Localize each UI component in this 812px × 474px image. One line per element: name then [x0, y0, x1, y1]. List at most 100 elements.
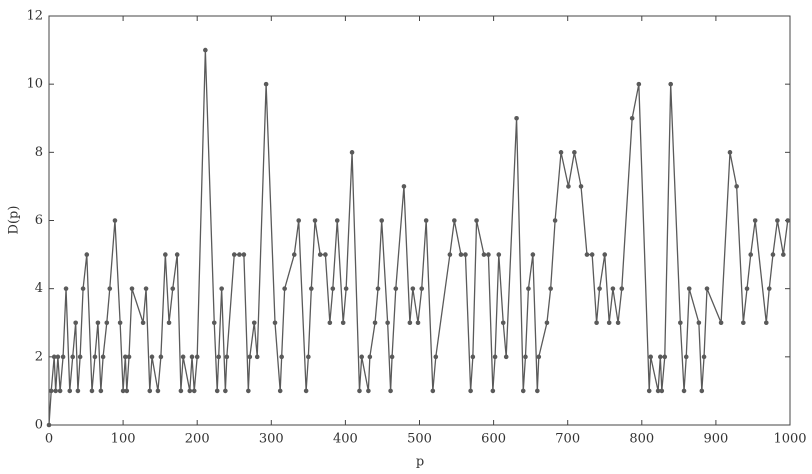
point [104, 320, 110, 326]
point [55, 354, 61, 360]
point [500, 320, 506, 326]
point [107, 286, 113, 291]
point [251, 320, 257, 326]
point [452, 218, 457, 223]
point [77, 354, 83, 360]
point [463, 252, 468, 257]
point [323, 252, 328, 257]
line [48, 50, 789, 426]
point [174, 252, 180, 257]
point [126, 354, 132, 360]
point [303, 388, 309, 394]
point [486, 252, 491, 257]
y-tick-label: 10 [26, 77, 43, 92]
point [401, 184, 407, 189]
point [748, 252, 754, 257]
point [334, 218, 340, 223]
point [470, 354, 476, 360]
point [752, 218, 758, 223]
point [766, 286, 772, 291]
point [655, 388, 661, 394]
point [385, 320, 390, 326]
point [727, 150, 733, 155]
point [223, 388, 228, 394]
point [194, 354, 200, 360]
point [474, 218, 479, 223]
x-tick-label: 200 [185, 432, 210, 447]
point [696, 320, 702, 326]
point [241, 252, 247, 257]
point [149, 354, 155, 360]
point [140, 320, 146, 326]
point [589, 252, 595, 257]
point [246, 388, 251, 394]
point [272, 320, 278, 326]
point [658, 354, 663, 360]
x-tick-label: 900 [703, 432, 728, 447]
point [389, 354, 395, 360]
point [520, 388, 526, 394]
point [306, 354, 311, 360]
point [430, 388, 436, 394]
x-tick-label: 600 [481, 432, 506, 447]
point [606, 320, 612, 326]
point [343, 286, 349, 291]
point [349, 150, 355, 155]
point [662, 354, 668, 360]
point [57, 388, 63, 394]
point [60, 354, 66, 360]
point [112, 218, 118, 223]
point [503, 354, 509, 360]
point [558, 150, 564, 155]
point [447, 252, 453, 257]
point [572, 150, 577, 155]
point [566, 184, 571, 189]
point [602, 252, 608, 257]
point [678, 320, 683, 326]
point [143, 286, 149, 291]
point [279, 354, 284, 360]
point [492, 354, 498, 360]
point [89, 388, 95, 394]
point [178, 388, 184, 394]
point [46, 422, 52, 428]
point [48, 388, 54, 394]
point [357, 388, 362, 394]
point [744, 286, 750, 291]
point [67, 388, 73, 394]
point [203, 47, 208, 53]
point [163, 252, 168, 257]
point [155, 388, 161, 394]
point [166, 320, 172, 326]
point [73, 320, 78, 326]
point [95, 320, 101, 326]
point [410, 286, 416, 291]
point [84, 252, 90, 257]
point [53, 388, 58, 394]
point [129, 286, 135, 291]
point [247, 354, 253, 360]
point [340, 320, 346, 326]
point [180, 354, 186, 360]
point [375, 286, 381, 291]
point [214, 388, 220, 394]
point [433, 354, 439, 360]
point [123, 354, 128, 360]
point [189, 354, 195, 360]
point [277, 388, 283, 394]
point [648, 354, 653, 360]
point [481, 252, 487, 257]
point [291, 252, 297, 257]
point [317, 252, 323, 257]
point [191, 388, 197, 394]
point [372, 320, 378, 326]
point [781, 252, 786, 257]
x-tick-label: 500 [407, 432, 432, 447]
point [393, 286, 399, 291]
point [254, 354, 260, 360]
point [147, 388, 153, 394]
point [699, 388, 705, 394]
y-tick-label: 6 [35, 213, 43, 228]
point [718, 320, 724, 326]
y-tick-label: 2 [35, 349, 43, 364]
